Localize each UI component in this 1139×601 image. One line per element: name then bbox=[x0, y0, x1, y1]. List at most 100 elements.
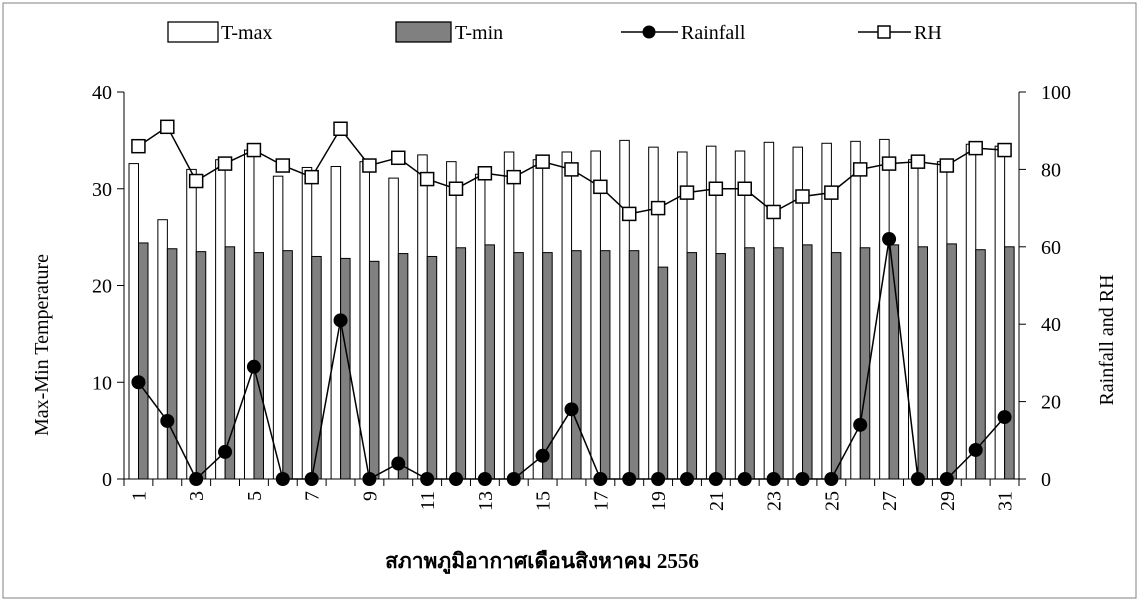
rh-point bbox=[911, 155, 924, 168]
bars bbox=[129, 139, 1014, 479]
rh-point bbox=[709, 182, 722, 195]
bar-tmax bbox=[649, 147, 659, 479]
rainfall-point bbox=[767, 472, 781, 486]
rh-point bbox=[594, 180, 607, 193]
bar-tmin bbox=[312, 256, 322, 479]
rainfall-point bbox=[276, 472, 290, 486]
rainfall-point bbox=[247, 360, 261, 374]
bar-tmin bbox=[658, 267, 668, 479]
y-left-tick-label: 40 bbox=[92, 82, 112, 104]
rainfall-point bbox=[651, 472, 665, 486]
bar-tmax bbox=[620, 140, 630, 479]
bar-tmin bbox=[716, 254, 726, 479]
bar-tmax bbox=[475, 174, 485, 479]
rainfall-point bbox=[593, 472, 607, 486]
rh-point bbox=[565, 163, 578, 176]
rainfall-point bbox=[824, 472, 838, 486]
bar-tmin bbox=[600, 251, 610, 479]
x-axis-label: สภาพภูมิอากาศเดือนสิงหาคม 2556 bbox=[385, 549, 699, 575]
bar-tmax bbox=[937, 162, 947, 479]
rainfall-point bbox=[709, 472, 723, 486]
y-right-tick-label: 20 bbox=[1041, 392, 1061, 414]
bar-tmax bbox=[591, 151, 601, 479]
bar-tmax bbox=[764, 142, 774, 479]
legend-label-tmin: T-min bbox=[455, 22, 503, 44]
bar-tmax bbox=[735, 151, 745, 479]
bar-tmax bbox=[533, 160, 543, 479]
rh-point bbox=[969, 142, 982, 155]
rainfall-point bbox=[362, 472, 376, 486]
rainfall-point bbox=[218, 445, 232, 459]
rainfall-point bbox=[795, 472, 809, 486]
rainfall-point bbox=[160, 414, 174, 428]
y-axis-right-label: Rainfall and RH bbox=[1096, 274, 1118, 405]
y-right-tick-label: 60 bbox=[1041, 237, 1061, 259]
rainfall-point bbox=[189, 472, 203, 486]
bar-tmin bbox=[774, 248, 784, 479]
rainfall-point bbox=[738, 472, 752, 486]
x-tick-label: 11 bbox=[417, 491, 439, 510]
rainfall-point bbox=[853, 418, 867, 432]
rainfall-point bbox=[622, 472, 636, 486]
rh-point bbox=[940, 159, 953, 172]
rh-point bbox=[334, 122, 347, 135]
legend-marker-rh bbox=[878, 26, 890, 38]
x-tick-label: 3 bbox=[186, 491, 208, 501]
bar-tmin bbox=[803, 245, 813, 479]
legend-label-rh: RH bbox=[914, 22, 942, 44]
rh-point bbox=[450, 182, 463, 195]
x-tick-label: 19 bbox=[648, 491, 670, 511]
rh-point bbox=[883, 157, 896, 170]
bar-tmin bbox=[167, 249, 177, 479]
x-tick-label: 21 bbox=[706, 491, 728, 511]
bar-tmin bbox=[398, 254, 408, 479]
bar-tmax bbox=[909, 160, 919, 479]
bar-tmax bbox=[302, 167, 312, 479]
bar-tmax bbox=[389, 178, 399, 479]
bar-tmin bbox=[427, 256, 437, 479]
rainfall-point bbox=[680, 472, 694, 486]
bar-tmin bbox=[225, 247, 235, 479]
x-tick-label: 13 bbox=[475, 491, 497, 511]
bar-tmin bbox=[947, 244, 957, 479]
x-tick-label: 1 bbox=[128, 491, 150, 501]
rh-point bbox=[247, 144, 260, 157]
rainfall-point bbox=[334, 313, 348, 327]
y-right-tick-label: 100 bbox=[1041, 82, 1071, 104]
rh-point bbox=[392, 151, 405, 164]
y-left-tick-label: 0 bbox=[102, 469, 112, 491]
bar-tmin bbox=[629, 251, 639, 479]
bar-tmax bbox=[447, 162, 457, 479]
bar-tmin bbox=[687, 253, 697, 479]
x-tick-label: 27 bbox=[879, 491, 901, 511]
x-tick-label: 5 bbox=[244, 491, 266, 501]
rainfall-point bbox=[420, 472, 434, 486]
bar-tmax bbox=[129, 164, 139, 479]
bar-tmax bbox=[562, 152, 572, 479]
rainfall-point bbox=[478, 472, 492, 486]
rh-point bbox=[161, 120, 174, 133]
bar-tmax bbox=[880, 139, 890, 479]
rh-point bbox=[652, 202, 665, 215]
x-tick-label: 15 bbox=[533, 491, 555, 511]
x-tick-label: 23 bbox=[764, 491, 786, 511]
rainfall-point bbox=[131, 375, 145, 389]
bar-tmin bbox=[514, 253, 524, 479]
legend-label-rainfall: Rainfall bbox=[681, 22, 746, 44]
y-right-tick-label: 80 bbox=[1041, 159, 1061, 181]
rh-point bbox=[536, 155, 549, 168]
x-tick-label: 31 bbox=[995, 491, 1017, 511]
x-tick-label: 29 bbox=[937, 491, 959, 511]
rh-point bbox=[219, 157, 232, 170]
bar-tmax bbox=[966, 144, 976, 479]
rh-point bbox=[998, 144, 1011, 157]
rainfall-point bbox=[536, 449, 550, 463]
bar-tmin bbox=[572, 251, 582, 479]
rainfall-point bbox=[940, 472, 954, 486]
rainfall-point bbox=[969, 443, 983, 457]
bar-tmax bbox=[216, 160, 226, 479]
bar-tmin bbox=[456, 248, 466, 479]
bar-tmax bbox=[273, 176, 283, 479]
